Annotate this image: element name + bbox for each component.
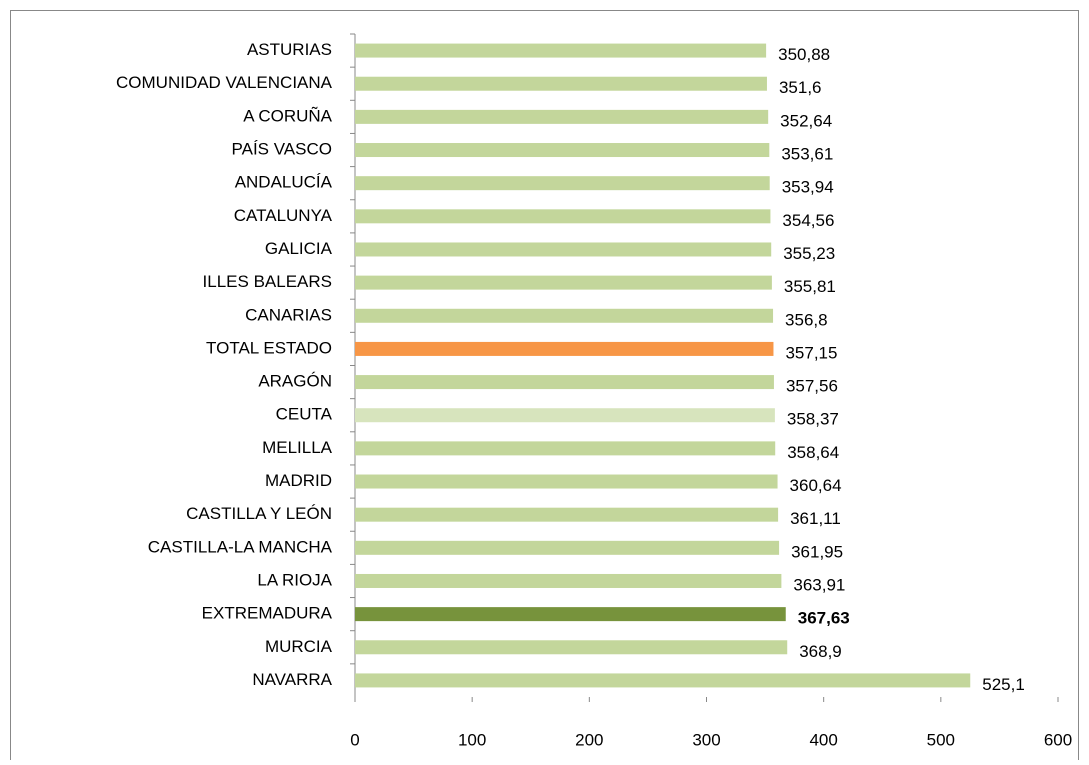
x-tick-label: 100 bbox=[458, 730, 486, 749]
x-tick-label: 200 bbox=[575, 730, 603, 749]
bar bbox=[355, 573, 782, 588]
value-label: 355,81 bbox=[784, 277, 836, 296]
value-label: 356,8 bbox=[785, 310, 828, 329]
y-tick-label: CEUTA bbox=[276, 405, 333, 424]
y-tick-label: ARAGÓN bbox=[258, 372, 332, 391]
value-label: 368,9 bbox=[799, 642, 842, 661]
x-tick-label: 500 bbox=[927, 730, 955, 749]
y-tick-label: NAVARRA bbox=[252, 670, 332, 689]
bar bbox=[355, 275, 772, 290]
y-tick-label: LA RIOJA bbox=[257, 570, 332, 589]
bar bbox=[355, 109, 769, 124]
value-label: 358,37 bbox=[787, 410, 839, 429]
bar bbox=[355, 474, 778, 489]
value-label: 367,63 bbox=[798, 609, 850, 628]
value-label: 353,61 bbox=[781, 145, 833, 164]
bar bbox=[355, 375, 774, 390]
y-tick-label: MELILLA bbox=[262, 438, 333, 457]
value-label: 525,1 bbox=[982, 675, 1025, 694]
y-tick-label: MURCIA bbox=[265, 637, 333, 656]
bar bbox=[355, 176, 770, 191]
y-tick-label: ANDALUCÍA bbox=[235, 173, 333, 192]
value-label: 357,56 bbox=[786, 377, 838, 396]
y-tick-label: TOTAL ESTADO bbox=[206, 338, 332, 357]
bar bbox=[355, 408, 775, 423]
x-tick-label: 600 bbox=[1044, 730, 1072, 749]
x-tick-label: 400 bbox=[809, 730, 837, 749]
value-label: 351,6 bbox=[779, 78, 822, 97]
value-label: 360,64 bbox=[790, 476, 842, 495]
bar bbox=[355, 441, 776, 456]
value-label: 353,94 bbox=[782, 178, 834, 197]
y-tick-label: MADRID bbox=[265, 471, 332, 490]
bar bbox=[355, 673, 971, 688]
bar bbox=[355, 43, 767, 58]
y-tick-label: CASTILLA Y LEÓN bbox=[186, 504, 332, 523]
value-label: 354,56 bbox=[782, 211, 834, 230]
value-label: 358,64 bbox=[787, 443, 839, 462]
chart-frame bbox=[10, 10, 1079, 760]
y-tick-label: PAÍS VASCO bbox=[232, 140, 332, 159]
bar bbox=[355, 143, 770, 158]
bar bbox=[355, 640, 788, 655]
value-label: 357,15 bbox=[785, 343, 837, 362]
y-tick-label: EXTREMADURA bbox=[202, 604, 333, 623]
x-tick-label: 0 bbox=[350, 730, 359, 749]
value-label: 363,91 bbox=[793, 575, 845, 594]
bar bbox=[355, 209, 771, 224]
y-tick-label: CASTILLA-LA MANCHA bbox=[148, 537, 333, 556]
y-tick-label: CANARIAS bbox=[245, 305, 332, 324]
value-label: 361,95 bbox=[791, 542, 843, 561]
value-label: 361,11 bbox=[790, 509, 841, 528]
y-tick-label: ILLES BALEARS bbox=[203, 272, 332, 291]
x-tick-label: 300 bbox=[692, 730, 720, 749]
y-tick-label: ASTURIAS bbox=[247, 40, 332, 59]
bar bbox=[355, 607, 786, 622]
bar bbox=[355, 341, 774, 356]
y-tick-label: CATALUNYA bbox=[234, 206, 333, 225]
y-tick-label: A CORUÑA bbox=[243, 106, 332, 125]
y-tick-label: GALICIA bbox=[265, 239, 333, 258]
bar bbox=[355, 540, 780, 555]
value-label: 352,64 bbox=[780, 111, 832, 130]
bar bbox=[355, 507, 779, 522]
y-tick-label: COMUNIDAD VALENCIANA bbox=[116, 73, 333, 92]
bar bbox=[355, 242, 772, 257]
value-label: 355,23 bbox=[783, 244, 835, 263]
value-label: 350,88 bbox=[778, 45, 830, 64]
bar bbox=[355, 76, 767, 91]
bar bbox=[355, 308, 774, 323]
